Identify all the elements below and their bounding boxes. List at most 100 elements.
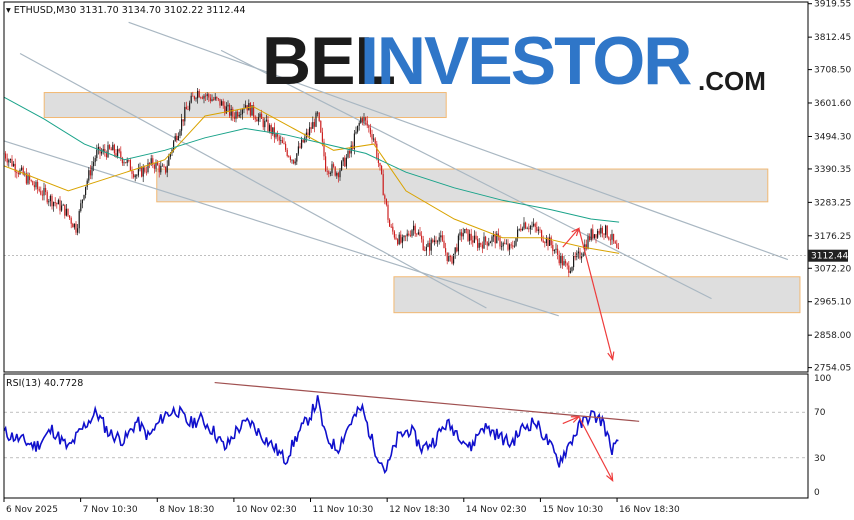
candle-body — [430, 239, 432, 251]
candle-body — [469, 233, 471, 241]
candle-body — [112, 144, 114, 151]
ma-slow-line — [3, 96, 620, 223]
candle-body — [518, 228, 520, 230]
candle-body — [129, 160, 131, 171]
candle-body — [270, 125, 272, 135]
time-axis-label: 10 Nov 02:30 — [236, 505, 297, 515]
candle-body — [566, 263, 568, 266]
rsi-axis-label: 0 — [814, 488, 820, 498]
candle-body — [211, 99, 213, 102]
candle-body — [381, 165, 383, 175]
candle-body — [601, 227, 603, 234]
candle-body — [360, 118, 362, 123]
candle-body — [62, 204, 64, 206]
candle-body — [85, 186, 87, 196]
candle-body — [310, 127, 312, 129]
candle-body — [217, 98, 219, 100]
candle-body — [17, 173, 19, 175]
candle-body — [147, 162, 149, 172]
candle-body — [397, 239, 399, 245]
candle-body — [565, 261, 567, 264]
trendline — [3, 140, 559, 317]
candle-body — [614, 241, 616, 244]
candle-body — [38, 188, 40, 191]
candle-body — [9, 158, 11, 161]
candle-body — [30, 180, 32, 182]
price-axis-label: 3494.30 — [814, 132, 851, 142]
candle-body — [145, 171, 147, 173]
candle-body — [152, 158, 154, 165]
candle-body — [123, 162, 125, 164]
candle-body — [221, 101, 223, 106]
candle-body — [142, 167, 144, 177]
candle-body — [102, 148, 104, 152]
candle-body — [491, 236, 493, 242]
price-axis-label: 2965.10 — [814, 298, 851, 308]
candle-body — [613, 233, 615, 242]
candle-body — [195, 98, 197, 100]
price-axis-label: 3812.45 — [814, 33, 851, 43]
candle-body — [456, 247, 458, 252]
candle-body — [110, 148, 112, 151]
candle-body — [357, 125, 359, 132]
candle-body — [230, 108, 232, 116]
candle-body — [313, 122, 315, 127]
candle-body — [141, 167, 143, 177]
candle-body — [81, 199, 83, 204]
candle-body — [131, 170, 133, 174]
candle-body — [67, 208, 69, 216]
candle-body — [198, 90, 200, 98]
candle-body — [291, 159, 293, 161]
time-axis-label: 12 Nov 18:30 — [389, 505, 450, 515]
time-axis-label: 14 Nov 02:30 — [466, 505, 527, 515]
candle-body — [385, 198, 387, 205]
price-chart[interactable] — [3, 21, 808, 362]
candle-body — [398, 234, 400, 245]
candle-body — [13, 163, 15, 167]
candle-body — [59, 200, 61, 211]
candle-body — [585, 244, 587, 249]
candle-body — [544, 242, 546, 244]
candle-body — [595, 234, 597, 238]
candle-body — [341, 161, 343, 171]
time-axis-label: 15 Nov 10:30 — [542, 505, 603, 515]
candle-body — [606, 225, 608, 238]
candle-body — [157, 162, 159, 166]
candle-body — [539, 229, 541, 231]
candle-body — [611, 233, 613, 240]
price-zone — [43, 92, 447, 119]
candle-body — [448, 256, 450, 261]
candle-body — [406, 233, 408, 237]
candle-body — [368, 125, 370, 128]
candle-body — [472, 240, 474, 243]
candle-body — [454, 247, 456, 254]
rsi-panel[interactable] — [3, 381, 808, 482]
candle-body — [584, 244, 586, 254]
candle-body — [25, 173, 27, 184]
candle-body — [505, 243, 507, 245]
trendline — [128, 21, 789, 261]
candle-body — [35, 181, 37, 188]
candle-body — [45, 188, 47, 193]
candle-body — [283, 143, 285, 144]
candle-body — [369, 127, 371, 135]
candle-body — [241, 109, 243, 115]
candle-body — [128, 160, 130, 161]
candle-body — [593, 234, 595, 238]
price-zone — [156, 168, 769, 203]
price-axis-label: 2858.00 — [814, 331, 851, 341]
candle-body — [347, 150, 349, 158]
candle-body — [379, 162, 381, 166]
candle-body — [553, 249, 555, 252]
candle-body — [414, 225, 416, 234]
candle-body — [328, 171, 330, 174]
candle-body — [473, 235, 475, 243]
candle-body — [113, 144, 115, 154]
candle-body — [467, 229, 469, 241]
candle-body — [216, 96, 218, 99]
candle-body — [190, 95, 192, 103]
candle-body — [214, 96, 216, 100]
time-axis-label: 7 Nov 10:30 — [83, 505, 138, 515]
candle-body — [201, 97, 203, 99]
last-price-tag — [808, 249, 848, 262]
